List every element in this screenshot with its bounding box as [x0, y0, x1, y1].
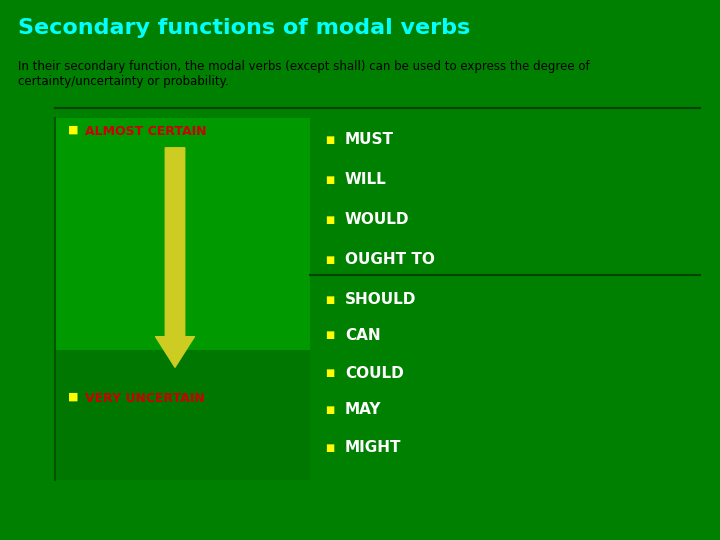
Text: ■: ■ [325, 330, 334, 340]
Text: OUGHT TO: OUGHT TO [345, 253, 435, 267]
Text: In their secondary function, the modal verbs (except shall) can be used to expre: In their secondary function, the modal v… [18, 60, 590, 73]
Text: ■: ■ [325, 405, 334, 415]
Text: ■: ■ [325, 368, 334, 378]
Text: MUST: MUST [345, 132, 394, 147]
Text: ALMOST CERTAIN: ALMOST CERTAIN [85, 125, 207, 138]
Bar [55, 350, 310, 480]
Text: CAN: CAN [345, 327, 381, 342]
Text: ■: ■ [325, 135, 334, 145]
Text: certainty/uncertainty or probability.: certainty/uncertainty or probability. [18, 75, 229, 88]
Text: SHOULD: SHOULD [345, 293, 416, 307]
Text: WOULD: WOULD [345, 213, 410, 227]
Text: ■: ■ [325, 215, 334, 225]
Text: ■: ■ [68, 392, 78, 402]
Bar [55, 118, 310, 350]
Text: ■: ■ [68, 125, 78, 135]
Text: ■: ■ [325, 255, 334, 265]
Text: MIGHT: MIGHT [345, 441, 402, 456]
FancyArrowPatch shape [156, 148, 194, 367]
Text: ■: ■ [325, 443, 334, 453]
Text: VERY UNCERTAIN: VERY UNCERTAIN [85, 392, 204, 405]
Text: ■: ■ [325, 175, 334, 185]
Text: WILL: WILL [345, 172, 387, 187]
Text: COULD: COULD [345, 366, 404, 381]
Text: Secondary functions of modal verbs: Secondary functions of modal verbs [18, 18, 470, 38]
Text: MAY: MAY [345, 402, 382, 417]
Text: ■: ■ [325, 295, 334, 305]
